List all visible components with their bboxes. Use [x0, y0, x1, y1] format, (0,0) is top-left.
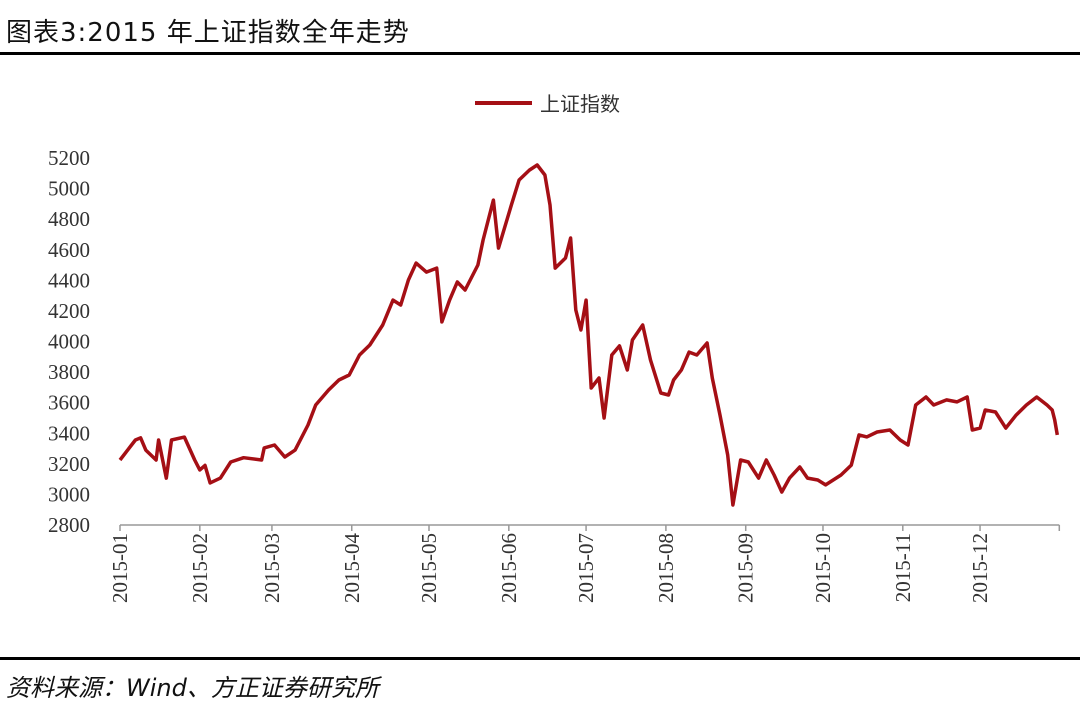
y-tick-label: 5200 [48, 146, 90, 170]
x-tick-label: 2015-12 [968, 533, 992, 603]
x-tick-label: 2015-03 [260, 533, 284, 603]
x-tick-label: 2015-01 [108, 533, 132, 603]
y-tick-label: 4800 [48, 207, 90, 231]
y-tick-label: 2800 [48, 513, 90, 537]
x-axis: 2015-01 2015-02 2015-03 2015-04 2015-05 2015-… [108, 524, 1061, 603]
y-tick-label: 3400 [48, 421, 90, 445]
y-tick-label: 5000 [48, 177, 90, 201]
legend-label: 上证指数 [540, 92, 620, 116]
y-tick-label: 4600 [48, 238, 90, 262]
series-line-shanghai-index [118, 163, 1060, 507]
x-tick-label: 2015-04 [340, 533, 364, 603]
chart-title: 图表3:2015 年上证指数全年走势 [6, 18, 410, 48]
x-tick-label: 2015-05 [417, 533, 441, 603]
x-tick-label: 2015-11 [891, 533, 915, 602]
source-note: 资料来源：Wind、方正证券研究所 [6, 674, 379, 702]
y-tick-label: 3800 [48, 360, 90, 384]
x-tick-label: 2015-08 [654, 533, 678, 603]
footer-divider [0, 657, 1080, 660]
y-axis: 2800 3000 3200 3400 3600 3800 4000 4200 4400 4600… [48, 146, 90, 537]
y-tick-label: 3000 [48, 482, 90, 506]
x-tick-label: 2015-02 [188, 533, 212, 603]
x-tick-label: 2015-09 [734, 533, 758, 603]
data-points [119, 164, 1058, 506]
x-tick-label: 2015-06 [497, 533, 521, 603]
legend: 上证指数 [475, 92, 620, 116]
title-divider [0, 52, 1080, 55]
y-tick-label: 4200 [48, 299, 90, 323]
x-tick-label: 2015-10 [811, 533, 835, 603]
y-tick-label: 3600 [48, 391, 90, 415]
y-tick-label: 4400 [48, 268, 90, 292]
y-tick-label: 3200 [48, 452, 90, 476]
x-tick-label: 2015-07 [574, 533, 598, 603]
y-tick-label: 4000 [48, 330, 90, 354]
